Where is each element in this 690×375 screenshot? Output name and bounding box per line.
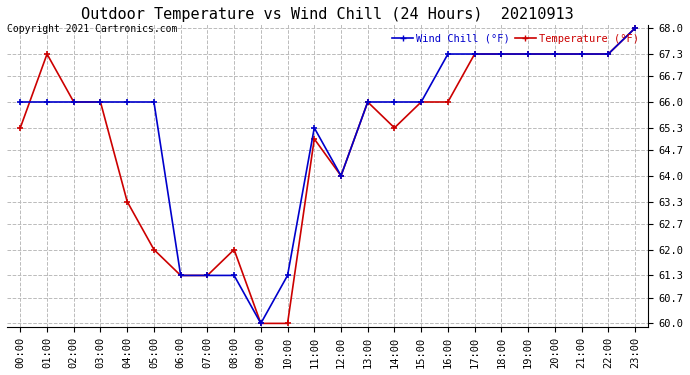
Legend: Wind Chill (°F), Temperature (°F): Wind Chill (°F), Temperature (°F) — [388, 30, 643, 48]
Title: Outdoor Temperature vs Wind Chill (24 Hours)  20210913: Outdoor Temperature vs Wind Chill (24 Ho… — [81, 7, 574, 22]
Text: Copyright 2021 Cartronics.com: Copyright 2021 Cartronics.com — [7, 24, 177, 34]
